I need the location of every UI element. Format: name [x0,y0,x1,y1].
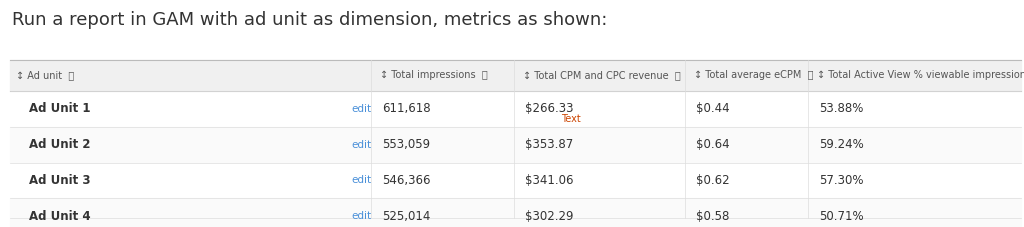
Text: Run a report in GAM with ad unit as dimension, metrics as shown:: Run a report in GAM with ad unit as dime… [12,11,607,29]
Text: $0.62: $0.62 [696,174,730,187]
Bar [10,91,1021,127]
Text: 525,014: 525,014 [382,210,430,223]
Text: ↕ Total impressions  ⓘ: ↕ Total impressions ⓘ [380,70,487,81]
Text: $0.44: $0.44 [696,102,730,115]
Text: $0.58: $0.58 [696,210,730,223]
Bar [10,198,1021,227]
Text: $302.29: $302.29 [525,210,573,223]
Text: Ad Unit 2: Ad Unit 2 [29,138,90,151]
Text: Ad Unit 4: Ad Unit 4 [29,210,90,223]
Text: $266.33: $266.33 [525,102,573,115]
Text: ↕ Total CPM and CPC revenue  ⓘ: ↕ Total CPM and CPC revenue ⓘ [523,70,681,81]
Text: 59.24%: 59.24% [819,138,864,151]
Bar [10,60,1021,91]
Bar [10,163,1021,198]
Text: Ad Unit 3: Ad Unit 3 [29,174,90,187]
Text: edit: edit [351,140,372,150]
Text: Text: Text [561,114,581,124]
Text: edit: edit [351,175,372,185]
Text: Ad Unit 1: Ad Unit 1 [29,102,90,115]
Text: edit: edit [351,104,372,114]
Bar [10,127,1021,163]
Text: $353.87: $353.87 [525,138,573,151]
Text: 611,618: 611,618 [382,102,430,115]
Text: ↕ Ad unit  ⓘ: ↕ Ad unit ⓘ [16,70,75,81]
Text: 546,366: 546,366 [382,174,430,187]
Text: 57.30%: 57.30% [819,174,863,187]
Text: $341.06: $341.06 [525,174,573,187]
Text: 553,059: 553,059 [382,138,430,151]
Text: 53.88%: 53.88% [819,102,863,115]
Text: ↕ Total average eCPM  ⓘ: ↕ Total average eCPM ⓘ [694,70,814,81]
Text: 50.71%: 50.71% [819,210,864,223]
Text: $0.64: $0.64 [696,138,730,151]
Text: edit: edit [351,211,372,221]
Text: ↕ Total Active View % viewable impressions  ⓘ: ↕ Total Active View % viewable impressio… [817,70,1024,81]
